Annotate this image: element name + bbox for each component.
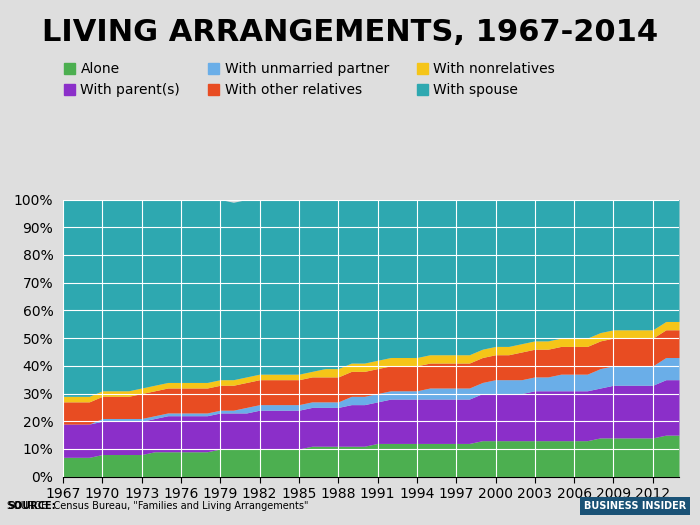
Legend: Alone, With parent(s), With unmarried partner, With other relatives, With nonrel: Alone, With parent(s), With unmarried pa… [64, 62, 555, 97]
Text: LIVING ARRANGEMENTS, 1967-2014: LIVING ARRANGEMENTS, 1967-2014 [42, 18, 658, 47]
Text: BUSINESS INSIDER: BUSINESS INSIDER [584, 501, 686, 511]
Text: SOURCE:: SOURCE: [7, 501, 55, 511]
Text: SOURCE: Census Bureau, "Families and Living Arrangements": SOURCE: Census Bureau, "Families and Liv… [7, 501, 309, 511]
